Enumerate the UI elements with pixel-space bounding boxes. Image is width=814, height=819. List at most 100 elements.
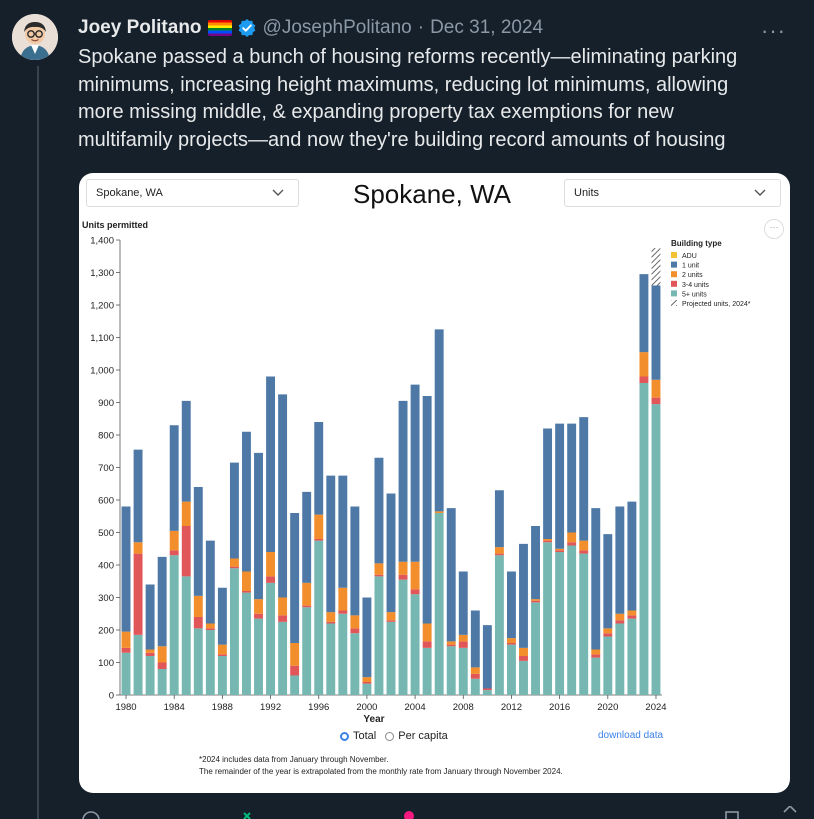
bar-segment	[374, 576, 384, 695]
legend-swatch	[671, 290, 677, 297]
reply-icon[interactable]	[82, 811, 100, 819]
bar-segment	[422, 396, 432, 624]
bar-segment	[133, 542, 143, 554]
bar-segment	[543, 428, 553, 539]
bar-segment	[398, 400, 408, 562]
bar-segment	[591, 654, 601, 658]
radio-total-label[interactable]: Total	[353, 730, 377, 742]
legend-swatch-projected	[671, 300, 677, 306]
legend-swatch	[671, 271, 677, 278]
bar-segment	[386, 612, 396, 621]
bar-segment	[410, 589, 420, 595]
chart-menu-button[interactable]: ···	[764, 219, 784, 239]
bar-segment	[506, 638, 516, 643]
download-data-link[interactable]: download data	[598, 730, 664, 741]
bar-segment	[121, 647, 131, 653]
bar-segment	[254, 452, 263, 600]
bar-segment	[193, 487, 203, 596]
bar-segment	[302, 491, 312, 583]
bar-segment	[506, 643, 516, 645]
share-icon[interactable]	[783, 806, 797, 813]
bar-segment	[506, 644, 516, 695]
bar-segment	[374, 457, 384, 564]
bar-segment	[278, 394, 288, 598]
bar-segment	[458, 641, 468, 648]
bar-segment	[169, 425, 179, 531]
y-tick-label: 1,000	[90, 366, 114, 377]
bar-segment	[555, 423, 565, 549]
bar-segment	[615, 506, 625, 614]
bar-segment	[639, 274, 649, 353]
bar-segment	[615, 620, 625, 624]
bar-segment	[133, 634, 143, 695]
tweet-actions-bar	[82, 806, 797, 819]
bar-segment	[157, 646, 167, 663]
bar-segment	[145, 656, 155, 695]
tweet-text-line: multifamily projects—and now they're bui…	[78, 128, 726, 151]
bar-segment	[567, 532, 577, 543]
radio-total[interactable]	[340, 731, 349, 741]
bar-segment	[350, 628, 360, 634]
radio-per-capita-label[interactable]: Per capita	[398, 730, 448, 742]
author-name[interactable]: Joey Politano	[78, 17, 202, 38]
y-tick-label: 1,100	[90, 333, 114, 344]
bar-segment	[482, 688, 492, 691]
rainbow-flag-icon	[207, 20, 232, 36]
bar-segment	[458, 571, 468, 635]
bar-segment	[470, 610, 480, 668]
bar-segment	[314, 539, 324, 541]
bar-segment	[531, 599, 540, 601]
tweet-date[interactable]: Dec 31, 2024	[430, 17, 544, 38]
bar-segment	[229, 566, 239, 569]
bar-segment	[254, 618, 263, 695]
bar-segment	[386, 621, 396, 695]
bar-segment	[290, 675, 300, 695]
bar-segment	[362, 597, 372, 678]
bar-segment	[254, 599, 263, 614]
bar-segment	[169, 555, 179, 695]
radio-per-capita[interactable]	[385, 731, 395, 741]
bar-segment	[266, 576, 276, 583]
more-options-button[interactable]: ···	[761, 18, 786, 43]
legend-label: 3-4 units	[682, 282, 709, 289]
stacked-bar-chart: Units permitted 0 100 200 300 400 500 600 700 800…	[82, 220, 751, 725]
legend-title: Building type	[671, 239, 722, 248]
repost-icon[interactable]	[243, 812, 251, 819]
bar-segment	[290, 513, 300, 643]
bar-segment	[651, 397, 661, 405]
bar-segment	[242, 571, 251, 591]
bar-segment	[242, 591, 251, 593]
embedded-chart-image[interactable]: Spokane, WA Spokane, WA Units ··· Units …	[79, 173, 790, 793]
legend-label: 1 unit	[682, 263, 699, 270]
x-axis-label: Year	[363, 714, 384, 725]
bar-segment	[133, 449, 143, 543]
x-tick-label: 1988	[212, 702, 233, 713]
location-select[interactable]: Spokane, WA	[86, 179, 299, 207]
bar-segment	[362, 682, 372, 684]
bar-segment	[181, 501, 191, 526]
avatar[interactable]	[12, 14, 58, 60]
bar-segment	[169, 550, 179, 556]
bar-segment	[205, 628, 215, 630]
x-tick-label: 2020	[597, 702, 618, 713]
bar-segment	[398, 579, 408, 695]
tweet-text-line: more missing middle, & expanding propert…	[78, 101, 674, 123]
bar-segment	[458, 647, 468, 695]
bar-segment	[446, 646, 456, 695]
bookmark-icon[interactable]	[725, 811, 739, 819]
legend-label: 2 units	[682, 272, 703, 279]
bar-segment	[639, 383, 649, 695]
measure-select[interactable]: Units	[564, 179, 781, 207]
bar-segment	[145, 649, 155, 653]
verified-badge-icon[interactable]	[237, 18, 257, 38]
footnote-line-1: *2024 includes data from January through…	[199, 755, 389, 764]
author-handle[interactable]: @JosephPolitano	[262, 17, 412, 38]
bar-segment	[446, 641, 456, 645]
like-icon[interactable]	[404, 811, 414, 819]
bar-segment	[410, 384, 420, 562]
bar-segment	[458, 634, 468, 642]
chart-title: Spokane, WA	[352, 179, 511, 209]
bar-segment	[446, 508, 456, 642]
bar-segment	[398, 561, 408, 575]
bar-segment	[494, 490, 504, 548]
